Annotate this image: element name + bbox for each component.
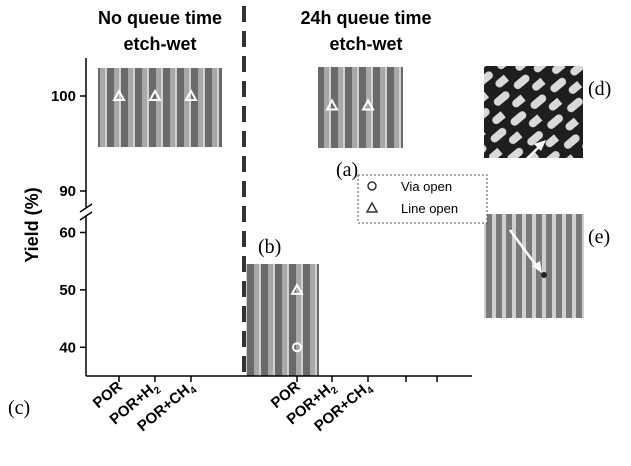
sem-image-24h-queue [318,67,403,148]
line-open-marker [112,88,126,101]
y-tick-label-50: 50 [59,282,76,299]
header-right-line2: etch-wet [329,34,402,54]
y-tick-label-60: 60 [59,224,76,241]
panel-label-e: (e) [588,226,610,248]
panel-label-c: (c) [8,397,30,419]
y-tick-label-90: 90 [59,183,76,200]
y-tick-label-40: 40 [59,339,76,356]
header-left-line2: etch-wet [123,34,196,54]
axis-break-mark-lower [79,211,93,221]
legend-via-label: Via open [401,179,452,194]
data-marks [112,88,375,353]
defect-spot-e [541,272,547,278]
line-open-marker [184,88,198,101]
legend: Via open Line open [357,174,488,224]
panel-label-d: (d) [588,78,611,100]
legend-via-marker [367,181,377,191]
via-open-marker [292,342,302,353]
y-axis-title: Yield (%) [22,187,42,262]
legend-line-label: Line open [401,201,458,216]
header-left-line1: No queue time [98,8,222,28]
line-open-marker [290,282,304,295]
axis-break-mark-upper [79,203,93,213]
line-open-marker [148,88,162,101]
panel-label-b: (b) [258,236,281,258]
legend-box [357,174,488,224]
arrow-to-e [508,229,540,269]
arrow-head-e [532,261,542,273]
line-open-marker [361,98,375,111]
legend-line-marker [365,201,379,213]
arrow-to-d [499,144,542,186]
sem-image-b [246,264,319,376]
line-open-marker [325,98,339,111]
y-tick-label-100: 100 [51,88,76,105]
panel-label-a: (a) [336,159,358,181]
sem-image-no-queue [98,68,222,147]
sem-image-d [484,66,583,158]
header-right-line1: 24h queue time [300,8,431,28]
arrow-head-d [534,140,546,151]
